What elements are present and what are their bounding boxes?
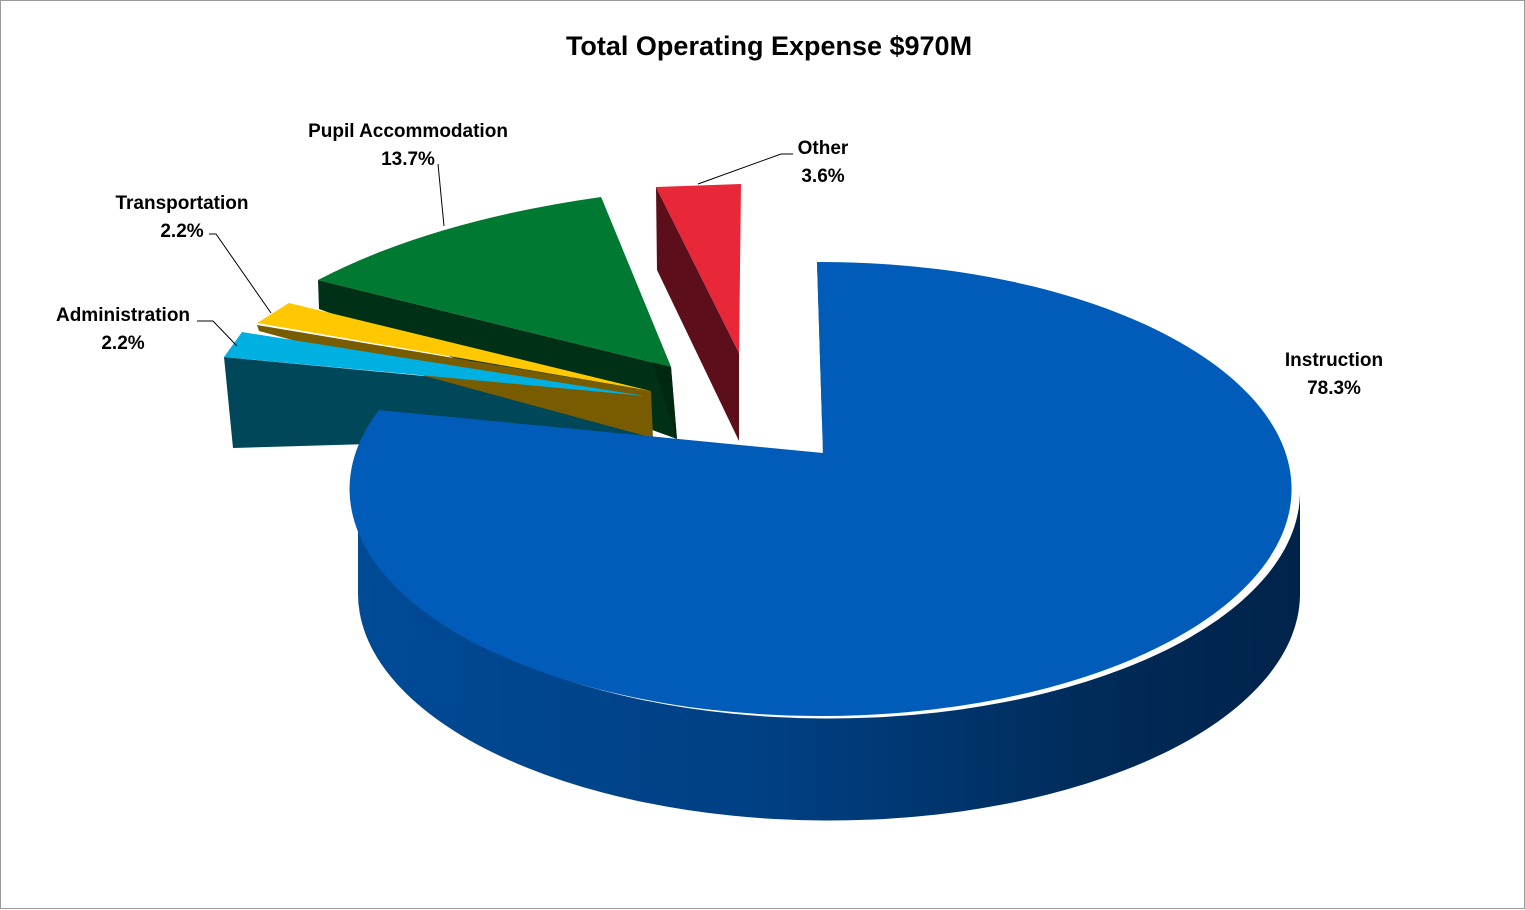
label-administration-value: 2.2% xyxy=(101,333,144,354)
label-pupil-accommodation-value: 13.7% xyxy=(381,149,435,170)
label-other-value: 3.6% xyxy=(801,166,844,187)
leader-line-other xyxy=(697,153,793,185)
leader-line-pupil-accommodation xyxy=(437,163,445,227)
leader-line-transportation xyxy=(209,233,272,314)
slice-pupil-accommodation xyxy=(318,197,671,367)
label-pupil-accommodation-name: Pupil Accommodation xyxy=(308,121,508,142)
label-instruction-value: 78.3% xyxy=(1307,378,1361,399)
label-instruction-name: Instruction xyxy=(1285,350,1383,371)
chart-title: Total Operating Expense $970M xyxy=(566,31,972,61)
slice-administration xyxy=(224,332,645,396)
slice-instruction xyxy=(349,261,1292,716)
leader-line-administration xyxy=(197,320,238,347)
slice-transportation xyxy=(257,303,651,391)
slice-other xyxy=(656,184,741,353)
label-administration-name: Administration xyxy=(56,305,190,326)
label-transportation-name: Transportation xyxy=(115,193,248,214)
label-other-name: Other xyxy=(798,138,849,159)
slice-instruction-side xyxy=(357,489,1300,821)
label-transportation-value: 2.2% xyxy=(160,221,203,242)
slice-administration-side xyxy=(224,357,645,448)
slice-other-side xyxy=(656,187,739,441)
